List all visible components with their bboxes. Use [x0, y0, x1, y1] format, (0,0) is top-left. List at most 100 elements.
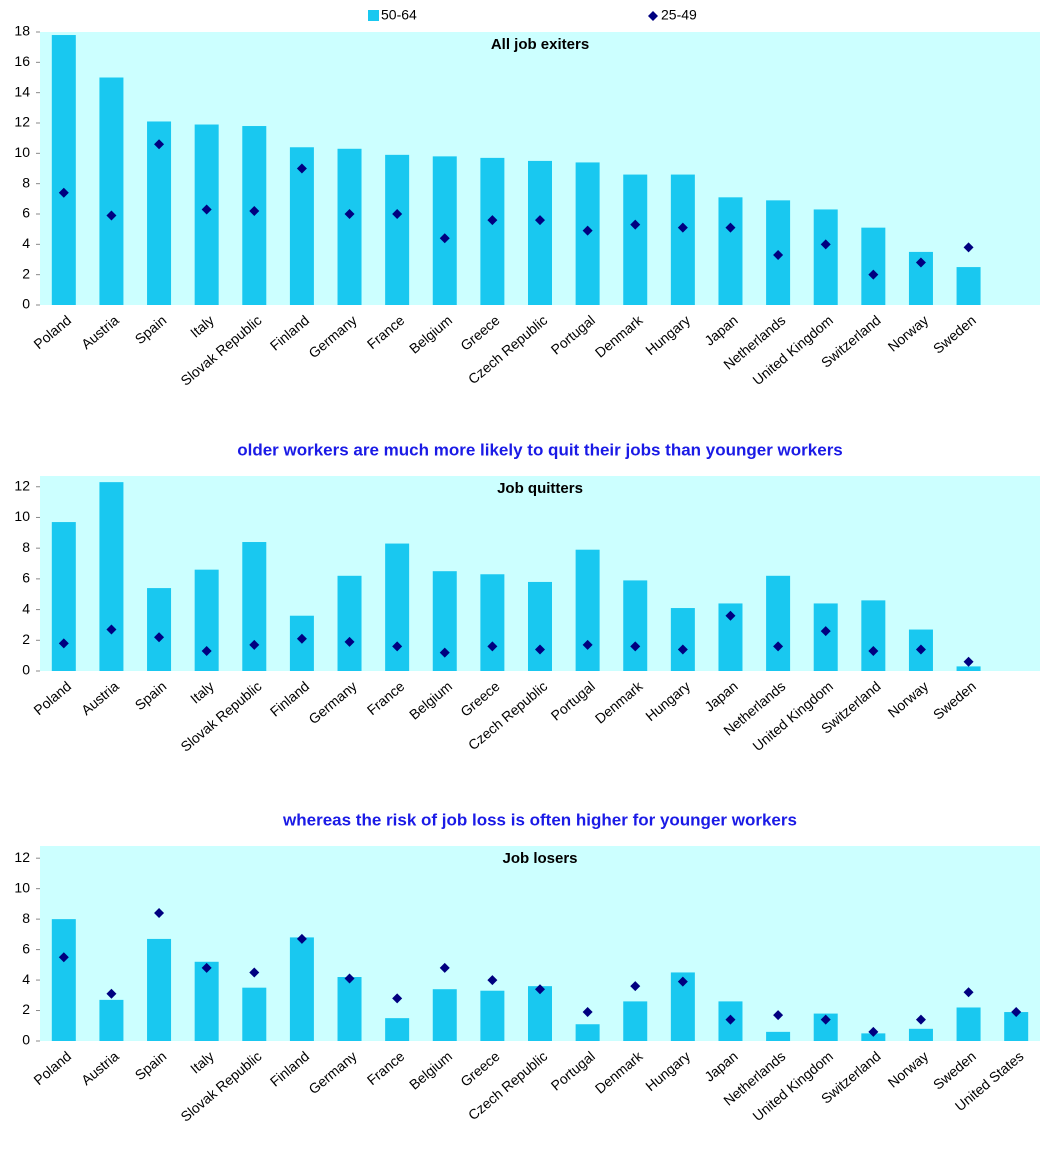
x-tick-label: Slovak Republic [177, 678, 264, 755]
diamond-marker [344, 209, 355, 219]
x-tick-label: Finland [267, 312, 312, 354]
diamond-marker [963, 242, 974, 253]
x-tick-label: Greece [457, 678, 503, 720]
diamond-marker [392, 209, 403, 219]
x-tick-label: Germany [305, 1048, 359, 1097]
x-tick-label: Portugal [548, 678, 598, 724]
x-tick-label: United Kingdom [749, 312, 836, 388]
diamond-marker [439, 962, 450, 973]
diamond-marker [677, 222, 688, 233]
legend-swatch [648, 11, 658, 21]
y-tick-label: 16 [14, 53, 30, 69]
diamond-marker [868, 269, 879, 280]
diamond-marker [773, 249, 784, 260]
bar [99, 77, 124, 305]
y-tick-label: 8 [22, 174, 30, 190]
legend-label: 50-64 [381, 7, 417, 23]
bar [289, 147, 314, 305]
diamond-marker [677, 644, 688, 655]
diamond-marker [773, 1010, 784, 1021]
y-tick-label: 10 [14, 879, 30, 895]
diamond-marker [915, 644, 926, 655]
diamond-marker [820, 1014, 831, 1025]
diamond-marker [630, 219, 641, 230]
x-tick-label: Italy [187, 678, 217, 707]
diamond-marker [58, 187, 69, 198]
diamond-marker [58, 638, 69, 649]
diamond-marker [725, 1014, 736, 1025]
x-tick-label: Italy [187, 312, 217, 341]
diamond-marker [344, 973, 355, 984]
y-tick-label: 14 [14, 83, 30, 99]
bar [1004, 1012, 1029, 1041]
bar [528, 160, 552, 305]
diamond-marker [201, 962, 212, 973]
x-tick-label: Austria [78, 1048, 122, 1088]
diamond-marker [392, 993, 403, 1004]
diamond-marker [582, 639, 593, 650]
y-tick-label: 12 [14, 849, 30, 865]
bar [432, 989, 457, 1041]
x-tick-label: Norway [885, 1048, 932, 1091]
bar [337, 148, 362, 305]
y-tick-label: 6 [22, 940, 30, 956]
bar [956, 1007, 981, 1041]
bar [194, 961, 219, 1041]
diamond-marker [868, 1026, 879, 1037]
x-tick-label: Belgium [406, 1048, 455, 1093]
x-tick-label: Norway [885, 312, 932, 355]
x-tick-label: Germany [305, 678, 359, 727]
y-tick-label: 4 [22, 235, 30, 251]
diamond-marker [154, 632, 165, 643]
diamond-marker [868, 646, 879, 657]
bar [623, 580, 648, 671]
x-tick-label: France [364, 312, 408, 352]
diamond-marker [820, 239, 831, 250]
y-tick-label: 8 [22, 910, 30, 926]
y-tick-label: 2 [22, 631, 30, 647]
x-tick-label: Hungary [642, 678, 693, 724]
diamond-marker [630, 641, 641, 652]
diamond-marker [344, 636, 355, 647]
bar [575, 549, 600, 671]
x-tick-label: Austria [78, 312, 122, 352]
bar [813, 603, 838, 671]
diamond-marker [201, 204, 212, 215]
bar [480, 574, 505, 671]
bar [51, 35, 76, 306]
bar [766, 575, 791, 671]
diamond-marker [1011, 1007, 1022, 1018]
diamond-marker [249, 967, 260, 978]
y-tick-label: 12 [14, 114, 30, 130]
x-tick-label: United Kingdom [749, 678, 836, 754]
diamond-marker [487, 975, 498, 986]
x-tick-label: Belgium [406, 678, 455, 723]
x-tick-label: Japan [701, 678, 741, 715]
x-tick-label: Greece [457, 312, 503, 354]
y-tick-label: 12 [14, 477, 30, 493]
x-tick-label: Poland [30, 312, 74, 352]
bar [623, 1001, 648, 1041]
chart-title: Job quitters [497, 480, 583, 497]
y-tick-label: 6 [22, 205, 30, 221]
bar [861, 600, 886, 671]
y-tick-label: 0 [22, 296, 30, 312]
y-tick-label: 18 [14, 23, 30, 39]
bar [432, 156, 457, 305]
y-tick-label: 2 [22, 265, 30, 281]
legend-label: 25-49 [661, 7, 697, 23]
bar [147, 121, 172, 305]
diamond-marker [106, 988, 117, 999]
diamond-marker [963, 987, 974, 998]
bar [51, 522, 76, 671]
diamond-marker [725, 222, 736, 233]
y-tick-label: 0 [22, 662, 30, 678]
bar [337, 575, 362, 671]
x-tick-label: Norway [885, 678, 932, 721]
bar [147, 938, 172, 1041]
x-tick-label: Austria [78, 678, 122, 718]
bar [575, 1024, 600, 1041]
x-tick-label: Finland [267, 678, 312, 720]
diamond-marker [296, 633, 307, 644]
bar [528, 986, 552, 1041]
